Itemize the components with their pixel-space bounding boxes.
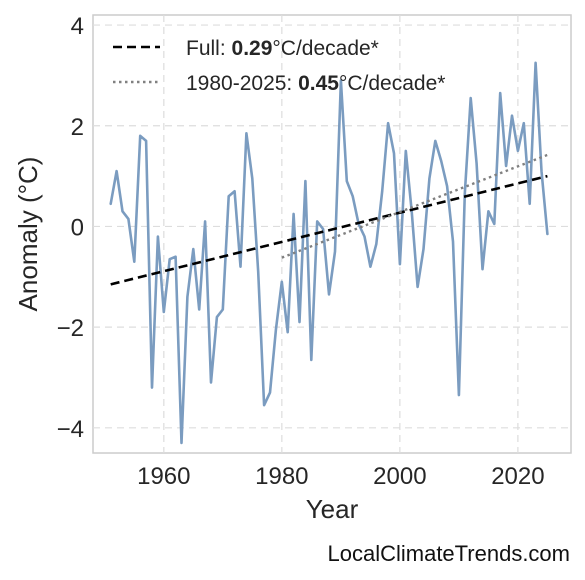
y-tick-label: −4	[57, 416, 84, 443]
trendline-full	[110, 174, 548, 286]
grid-lines	[93, 15, 571, 453]
x-tick-label: 1980	[255, 463, 308, 490]
legend-entry-full: Full: 0.29°C/decade*	[186, 37, 379, 60]
legend-suffix-full: °C/decade*	[272, 37, 378, 60]
legend-prefix-1980-2025: 1980-2025:	[186, 72, 298, 95]
legend-entry-1980-2025: 1980-2025: 0.45°C/decade*	[186, 72, 445, 95]
watermark: LocalClimateTrends.com	[328, 541, 571, 566]
plot-area	[92, 14, 572, 454]
x-axis-title: Year	[306, 494, 359, 524]
x-tick-label: 2020	[491, 463, 544, 490]
tick-labels: 1960 1980 2000 2020 −4 −2 0 2 4	[57, 13, 545, 490]
trendlines-front	[110, 153, 548, 286]
legend-value-1980-2025: 0.45	[298, 72, 339, 95]
legend: Full: 0.29°C/decade* 1980-2025: 0.45°C/d…	[113, 37, 445, 95]
y-tick-label: 2	[71, 114, 84, 141]
y-axis-title: Anomaly (°C)	[13, 157, 43, 312]
legend-suffix-1980-2025: °C/decade*	[339, 72, 445, 95]
y-tick-label: 4	[71, 13, 84, 40]
legend-value-full: 0.29	[232, 37, 273, 60]
anomaly-series-line	[109, 61, 549, 445]
x-tick-label: 2000	[373, 463, 426, 490]
y-tick-label: −2	[57, 315, 84, 342]
data-series	[109, 61, 549, 445]
legend-prefix-full: Full:	[186, 37, 232, 60]
x-tick-label: 1960	[137, 463, 190, 490]
y-tick-label: 0	[71, 214, 84, 241]
